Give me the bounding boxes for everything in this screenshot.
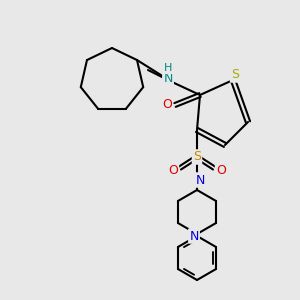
Text: O: O	[168, 164, 178, 178]
Text: S: S	[193, 151, 201, 164]
Text: N: N	[189, 230, 199, 242]
Text: O: O	[162, 98, 172, 112]
Text: N: N	[195, 173, 205, 187]
Text: O: O	[216, 164, 226, 178]
Text: S: S	[231, 68, 239, 82]
Text: H: H	[164, 63, 172, 73]
Text: N: N	[163, 73, 173, 85]
